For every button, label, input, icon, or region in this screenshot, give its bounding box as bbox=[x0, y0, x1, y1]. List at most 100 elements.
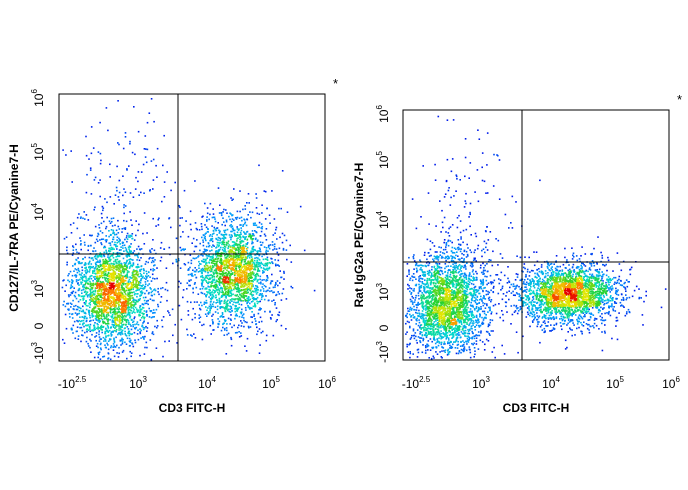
event-dot bbox=[236, 228, 239, 230]
event-dot bbox=[118, 278, 120, 281]
event-dot bbox=[237, 229, 240, 231]
event-dot bbox=[124, 319, 126, 321]
event-dot bbox=[76, 216, 79, 219]
event-dot bbox=[236, 277, 238, 279]
event-dot bbox=[103, 307, 106, 310]
event-dot bbox=[104, 310, 107, 312]
event-dot bbox=[234, 252, 236, 255]
event-dot bbox=[266, 289, 269, 292]
event-dot bbox=[63, 237, 66, 240]
event-dot bbox=[248, 233, 251, 235]
event-dot bbox=[147, 292, 150, 295]
event-dot bbox=[166, 171, 168, 173]
event-dot bbox=[511, 313, 514, 316]
event-dot bbox=[118, 237, 120, 240]
event-dot bbox=[254, 267, 256, 269]
event-dot bbox=[136, 289, 138, 291]
event-dot bbox=[167, 310, 169, 312]
event-dot bbox=[205, 295, 207, 298]
event-dot bbox=[241, 282, 243, 284]
event-dot bbox=[151, 331, 154, 333]
event-dot bbox=[409, 356, 411, 359]
event-dot bbox=[235, 295, 238, 297]
event-dot bbox=[241, 260, 243, 262]
event-dot bbox=[124, 309, 127, 312]
event-dot bbox=[631, 295, 634, 298]
event-dot bbox=[144, 335, 146, 338]
event-dot bbox=[102, 356, 104, 358]
event-dot bbox=[145, 277, 148, 279]
event-dot bbox=[231, 282, 233, 285]
event-dot bbox=[120, 284, 123, 286]
event-dot bbox=[225, 281, 228, 283]
event-dot bbox=[213, 284, 216, 287]
event-dot bbox=[97, 260, 99, 262]
event-dot bbox=[229, 305, 231, 307]
event-dot bbox=[218, 320, 221, 323]
event-dot bbox=[208, 286, 210, 288]
event-dot bbox=[82, 258, 84, 260]
event-dot bbox=[126, 357, 128, 360]
event-dot bbox=[164, 288, 167, 291]
event-dot bbox=[210, 270, 213, 273]
event-dot bbox=[464, 156, 467, 159]
event-dot bbox=[112, 349, 115, 351]
event-dot bbox=[139, 331, 141, 333]
event-dot bbox=[109, 307, 112, 309]
event-dot bbox=[245, 262, 248, 265]
event-dot bbox=[79, 323, 81, 325]
event-dot bbox=[237, 326, 239, 329]
event-dot bbox=[109, 311, 112, 313]
event-dot bbox=[135, 280, 137, 282]
event-dot bbox=[228, 234, 231, 236]
event-dot bbox=[235, 242, 237, 245]
event-dot bbox=[211, 291, 213, 293]
event-dot bbox=[73, 305, 75, 308]
event-dot bbox=[131, 264, 134, 267]
event-dot bbox=[231, 246, 234, 249]
event-dot bbox=[105, 225, 108, 228]
event-dot bbox=[104, 300, 106, 302]
event-dot bbox=[106, 281, 109, 283]
event-dot bbox=[87, 305, 89, 307]
event-dot bbox=[122, 267, 124, 269]
event-dot bbox=[129, 281, 132, 283]
event-dot bbox=[247, 267, 250, 269]
event-dot bbox=[121, 302, 123, 305]
event-dot bbox=[244, 221, 247, 224]
event-dot bbox=[254, 264, 257, 266]
event-dot bbox=[219, 276, 222, 278]
event-dot bbox=[243, 265, 245, 268]
event-dot bbox=[468, 216, 470, 218]
event-dot bbox=[204, 267, 207, 269]
event-dot bbox=[113, 324, 116, 326]
event-dot bbox=[230, 230, 232, 233]
event-dot bbox=[183, 263, 186, 265]
event-dot bbox=[112, 326, 115, 328]
event-dot bbox=[263, 279, 265, 281]
event-dot bbox=[103, 245, 106, 248]
event-dot bbox=[123, 265, 125, 268]
event-dot bbox=[464, 138, 467, 140]
event-dot bbox=[83, 275, 86, 278]
event-dot bbox=[151, 299, 154, 302]
event-dot bbox=[220, 262, 222, 264]
event-dot bbox=[110, 289, 112, 291]
event-dot bbox=[131, 297, 134, 299]
event-dot bbox=[250, 282, 253, 285]
event-dot bbox=[139, 270, 141, 272]
event-dot bbox=[224, 286, 227, 288]
event-dot bbox=[197, 255, 200, 257]
event-dot bbox=[116, 352, 118, 354]
event-dot bbox=[124, 312, 127, 314]
event-dot bbox=[233, 324, 235, 327]
event-dot bbox=[125, 262, 127, 265]
event-dot bbox=[126, 169, 128, 171]
event-dot bbox=[88, 278, 90, 281]
event-dot bbox=[126, 232, 129, 235]
event-dot bbox=[233, 301, 235, 303]
event-dot bbox=[279, 282, 281, 284]
event-dot bbox=[443, 241, 445, 244]
event-dot bbox=[142, 296, 145, 299]
event-dot bbox=[150, 316, 153, 319]
